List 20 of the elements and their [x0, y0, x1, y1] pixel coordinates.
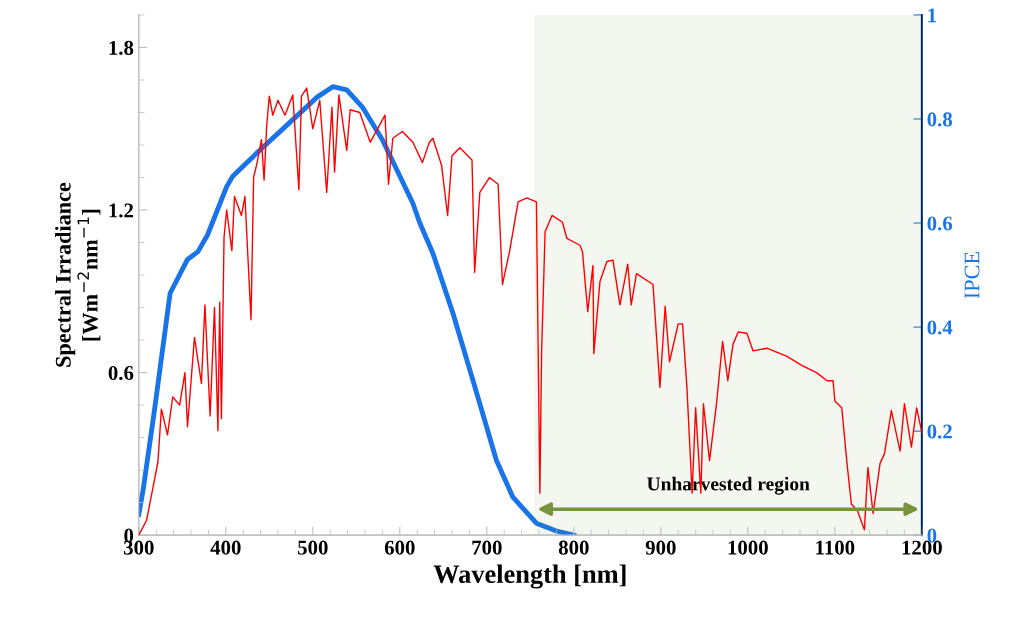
x-axis-title: Wavelength [nm] — [433, 564, 626, 589]
x-tick-label: 1000 — [728, 540, 768, 555]
x-tick-label: 700 — [472, 540, 502, 555]
y2-axis-title: IPCE — [964, 252, 980, 299]
y-tick-label: 1.2 — [109, 203, 134, 218]
y2-tick-label: 0.6 — [927, 216, 953, 231]
y-tick-label: 1.8 — [109, 40, 134, 55]
y2-tick-label: 0.2 — [927, 424, 952, 439]
x-tick-label: 600 — [384, 540, 415, 555]
y2-tick-label: 1 — [928, 8, 937, 23]
y-tick-label: 0.6 — [108, 365, 134, 381]
y2-tick-label: 0.8 — [927, 112, 953, 127]
x-tick-label: 1100 — [816, 540, 855, 555]
y-axis-title: Spectral Irradiance [Wm$^{−2}$nm$^{−1}$] — [55, 182, 101, 367]
x-tick-label: 400 — [210, 540, 241, 555]
x-tick-label: 800 — [558, 540, 589, 555]
y2-tick-label: 0.4 — [927, 320, 953, 335]
x-tick-label: 900 — [645, 540, 676, 555]
x-tick-label: 500 — [298, 540, 328, 555]
line-series — [138, 84, 577, 536]
